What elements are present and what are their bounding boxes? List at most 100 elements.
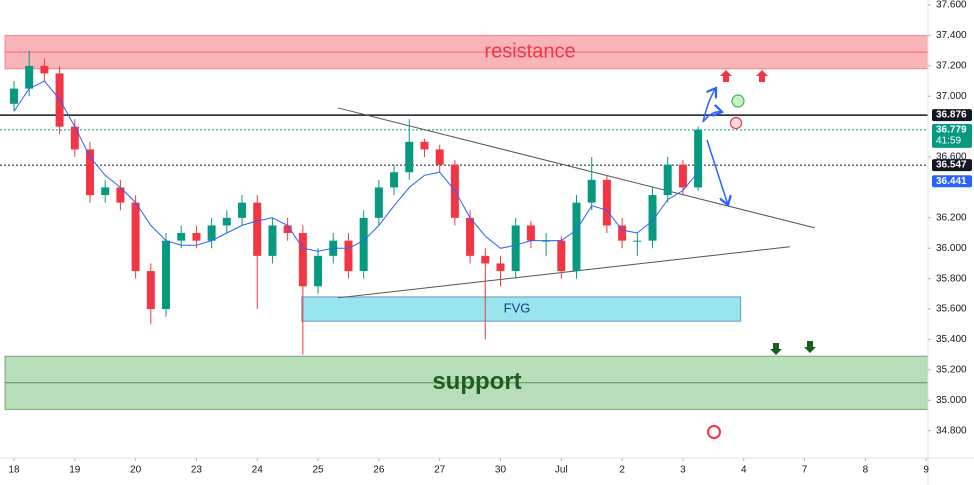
candle-body — [648, 195, 657, 241]
candle-body — [25, 65, 34, 89]
y-tick-label: 37.600 — [936, 0, 967, 11]
candle — [222, 210, 231, 234]
price-label: 36.876 — [936, 110, 967, 121]
candle — [344, 233, 353, 279]
candle-body — [390, 172, 399, 188]
candle — [314, 248, 323, 294]
candle-body — [572, 202, 581, 272]
candle-body — [116, 187, 125, 203]
candle — [268, 217, 277, 264]
x-tick-label: 3 — [680, 465, 686, 476]
candle — [374, 179, 383, 226]
candle — [481, 248, 490, 340]
x-tick-label: 9 — [923, 465, 929, 476]
candle — [663, 157, 672, 203]
candle-body — [694, 129, 703, 188]
up-arrow — [720, 70, 732, 82]
candle-body — [496, 263, 505, 272]
candle — [648, 187, 657, 249]
candle-body — [420, 141, 429, 150]
y-tick-label: 35.000 — [936, 395, 967, 406]
down-arrow — [804, 341, 816, 353]
x-tick-label: 25 — [312, 465, 324, 476]
x-tick-label: 18 — [8, 465, 20, 476]
arrow-up — [702, 88, 716, 123]
trendline — [337, 107, 816, 229]
candle — [496, 255, 505, 287]
candle — [238, 195, 247, 226]
candle-body — [253, 202, 262, 256]
candle-body — [587, 179, 596, 203]
candle — [162, 233, 171, 317]
countdown: 41:59 — [936, 135, 961, 146]
candle-body — [314, 255, 323, 287]
candle — [420, 138, 429, 158]
candle-body — [298, 233, 307, 287]
candle — [131, 195, 140, 279]
candle-body — [557, 240, 566, 272]
candle-body — [192, 233, 201, 241]
candle-body — [663, 164, 672, 196]
candle-body — [177, 233, 186, 241]
circle-green — [731, 94, 745, 108]
candle-body — [222, 217, 231, 226]
trendline — [338, 246, 791, 299]
candle — [587, 157, 596, 211]
candle — [177, 225, 186, 249]
candle — [511, 217, 520, 279]
candle — [450, 160, 459, 226]
candle-body — [268, 225, 277, 256]
candle-body — [435, 149, 444, 165]
event-icon — [707, 425, 721, 439]
candle-body — [131, 202, 140, 272]
candle-body — [466, 217, 475, 256]
candle-body — [344, 240, 353, 272]
candle — [557, 236, 566, 279]
y-tick-label: 35.200 — [936, 365, 967, 376]
candle-body — [207, 225, 216, 241]
candle — [678, 160, 687, 196]
candle — [633, 233, 642, 256]
candle — [466, 210, 475, 264]
candle-body — [633, 240, 642, 242]
x-tick-label: 24 — [252, 465, 264, 476]
x-tick-label: 27 — [434, 465, 446, 476]
candle-body — [374, 187, 383, 218]
price-label: 36.441 — [936, 176, 967, 187]
candle-body — [542, 240, 551, 242]
candle — [542, 233, 551, 256]
circle-red — [729, 116, 743, 130]
candle-body — [238, 202, 247, 218]
candle — [359, 210, 368, 279]
candle — [572, 195, 581, 279]
candle — [116, 179, 125, 211]
candle — [40, 58, 49, 82]
x-tick-label: 19 — [69, 465, 81, 476]
up-arrow — [756, 70, 768, 82]
x-tick-label: 8 — [863, 465, 869, 476]
candle-body — [359, 217, 368, 272]
candle — [283, 217, 292, 241]
candle — [253, 195, 262, 310]
price-label-bg — [932, 109, 972, 122]
candle — [101, 179, 110, 203]
y-tick-label: 37.000 — [936, 91, 967, 102]
candle-body — [162, 240, 171, 310]
x-tick-label: 20 — [130, 465, 142, 476]
zone-label: resistance — [484, 40, 575, 62]
down-arrow — [770, 343, 782, 355]
candle — [207, 217, 216, 249]
candle — [526, 220, 535, 249]
candle — [298, 225, 307, 355]
candle — [86, 141, 95, 203]
candle-body — [511, 225, 520, 272]
candle — [70, 119, 79, 158]
arrow-down — [706, 139, 728, 205]
candle-body — [283, 225, 292, 234]
price-label: 36.779 — [936, 124, 967, 135]
candle — [618, 217, 627, 249]
zone-label: support — [432, 368, 521, 395]
candle-body — [9, 88, 18, 104]
